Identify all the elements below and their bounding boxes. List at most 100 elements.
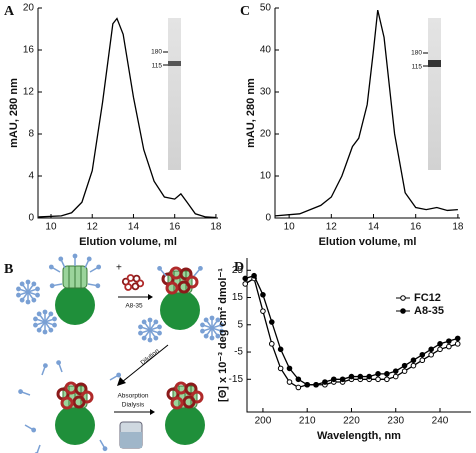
y-tick-label: 8	[28, 129, 34, 140]
legend-label: A8-35	[414, 305, 444, 317]
data-point	[419, 357, 426, 364]
data-point	[384, 371, 390, 377]
axes	[246, 258, 471, 413]
x-tick-label: 18	[210, 222, 222, 233]
data-point	[277, 365, 284, 372]
step-label: Absorption	[117, 393, 148, 400]
data-point	[357, 373, 364, 380]
data-line	[274, 9, 458, 217]
x-tick-label: 200	[255, 416, 272, 427]
reagent-label: A8-35	[125, 303, 143, 310]
y-tick-label: 10	[260, 171, 272, 182]
y-tick-label: 0	[28, 213, 34, 224]
x-tick-label: 12	[87, 222, 99, 233]
data-point	[268, 341, 275, 347]
x-tick-label: 10	[284, 222, 296, 233]
data-point	[454, 335, 461, 342]
data-point	[410, 357, 417, 364]
y-axis-label: mAU, 280 nm	[245, 78, 257, 148]
data-point	[277, 346, 284, 353]
y-tick-label: 25	[232, 265, 244, 276]
y-tick-label: 50	[260, 3, 272, 14]
data-point	[366, 373, 372, 380]
data-line	[38, 17, 216, 219]
data-point	[348, 373, 355, 380]
y-tick-label: 0	[265, 213, 271, 224]
gel-inset	[423, 18, 441, 170]
legend-marker	[400, 308, 406, 314]
gel-inset	[163, 18, 181, 170]
gel-marker: 180	[151, 49, 162, 56]
data-point	[392, 368, 399, 374]
x-tick-label: 10	[45, 222, 57, 233]
gel-marker: 115	[152, 63, 163, 70]
data-point	[304, 381, 311, 388]
data-point	[419, 351, 426, 358]
y-tick-label: 5	[237, 319, 243, 330]
data-point	[401, 362, 408, 369]
y-tick-label: 15	[232, 292, 244, 303]
x-tick-label: 210	[299, 416, 316, 427]
y-tick-label: 12	[23, 87, 35, 98]
diagram: B + A8-35 Dilution Absorption Dialysis	[4, 252, 225, 453]
y-tick-label: 16	[23, 45, 35, 56]
gel-marker: 115	[412, 64, 423, 71]
data-point	[437, 341, 443, 347]
data-point	[446, 338, 452, 344]
x-tick-label: 16	[169, 222, 181, 233]
data-point	[401, 368, 408, 374]
data-point	[322, 379, 328, 385]
data-point	[286, 379, 293, 385]
axes	[37, 8, 218, 219]
x-tick-label: 12	[326, 222, 338, 233]
x-axis-label: Elution volume, ml	[79, 236, 177, 248]
data-point	[251, 272, 257, 279]
y-tick-label: -5	[234, 347, 243, 358]
data-point	[286, 365, 293, 372]
y-tick-label: 4	[28, 171, 34, 182]
data-point	[384, 376, 390, 383]
data-point	[242, 275, 249, 282]
y-tick-label: 30	[260, 87, 272, 98]
data-point	[392, 373, 399, 380]
data-point	[330, 376, 337, 383]
data-point	[437, 346, 443, 353]
y-tick-label: 20	[260, 129, 272, 140]
data-point	[295, 384, 302, 391]
y-axis-label: [Θ] x 10⁻³ deg cm² dmol⁻¹	[217, 268, 229, 402]
legend-marker	[400, 295, 406, 301]
data-point	[410, 362, 417, 369]
data-point	[454, 341, 461, 347]
x-axis-label: Wavelength, nm	[317, 430, 401, 442]
y-tick-label: 20	[23, 3, 35, 14]
data-point	[375, 371, 381, 377]
data-point	[428, 346, 434, 353]
data-point	[242, 281, 249, 287]
data-point	[339, 376, 346, 383]
data-point	[260, 291, 266, 298]
data-point	[268, 319, 275, 325]
data-point	[313, 381, 319, 388]
panel-label: D	[234, 260, 244, 275]
data-point	[260, 308, 266, 314]
x-tick-label: 14	[128, 222, 140, 233]
data-point	[295, 376, 302, 383]
y-tick-label: -15	[229, 374, 244, 385]
panel-label: C	[240, 4, 250, 19]
y-axis-label: mAU, 280 nm	[8, 78, 20, 148]
x-tick-label: 16	[410, 222, 422, 233]
y-tick-label: 40	[260, 45, 272, 56]
step-label: Dialysis	[122, 402, 145, 409]
x-tick-label: 240	[432, 416, 449, 427]
x-tick-label: 14	[368, 222, 380, 233]
step-label: Dilution	[140, 347, 162, 366]
gel-marker: 180	[411, 50, 422, 57]
x-tick-label: 230	[387, 416, 404, 427]
data-point	[375, 376, 381, 383]
panel-label: B	[4, 262, 13, 277]
x-axis-label: Elution volume, ml	[319, 236, 417, 248]
data-point	[446, 343, 452, 350]
legend-label: FC12	[414, 292, 441, 304]
x-tick-label: 220	[343, 416, 360, 427]
